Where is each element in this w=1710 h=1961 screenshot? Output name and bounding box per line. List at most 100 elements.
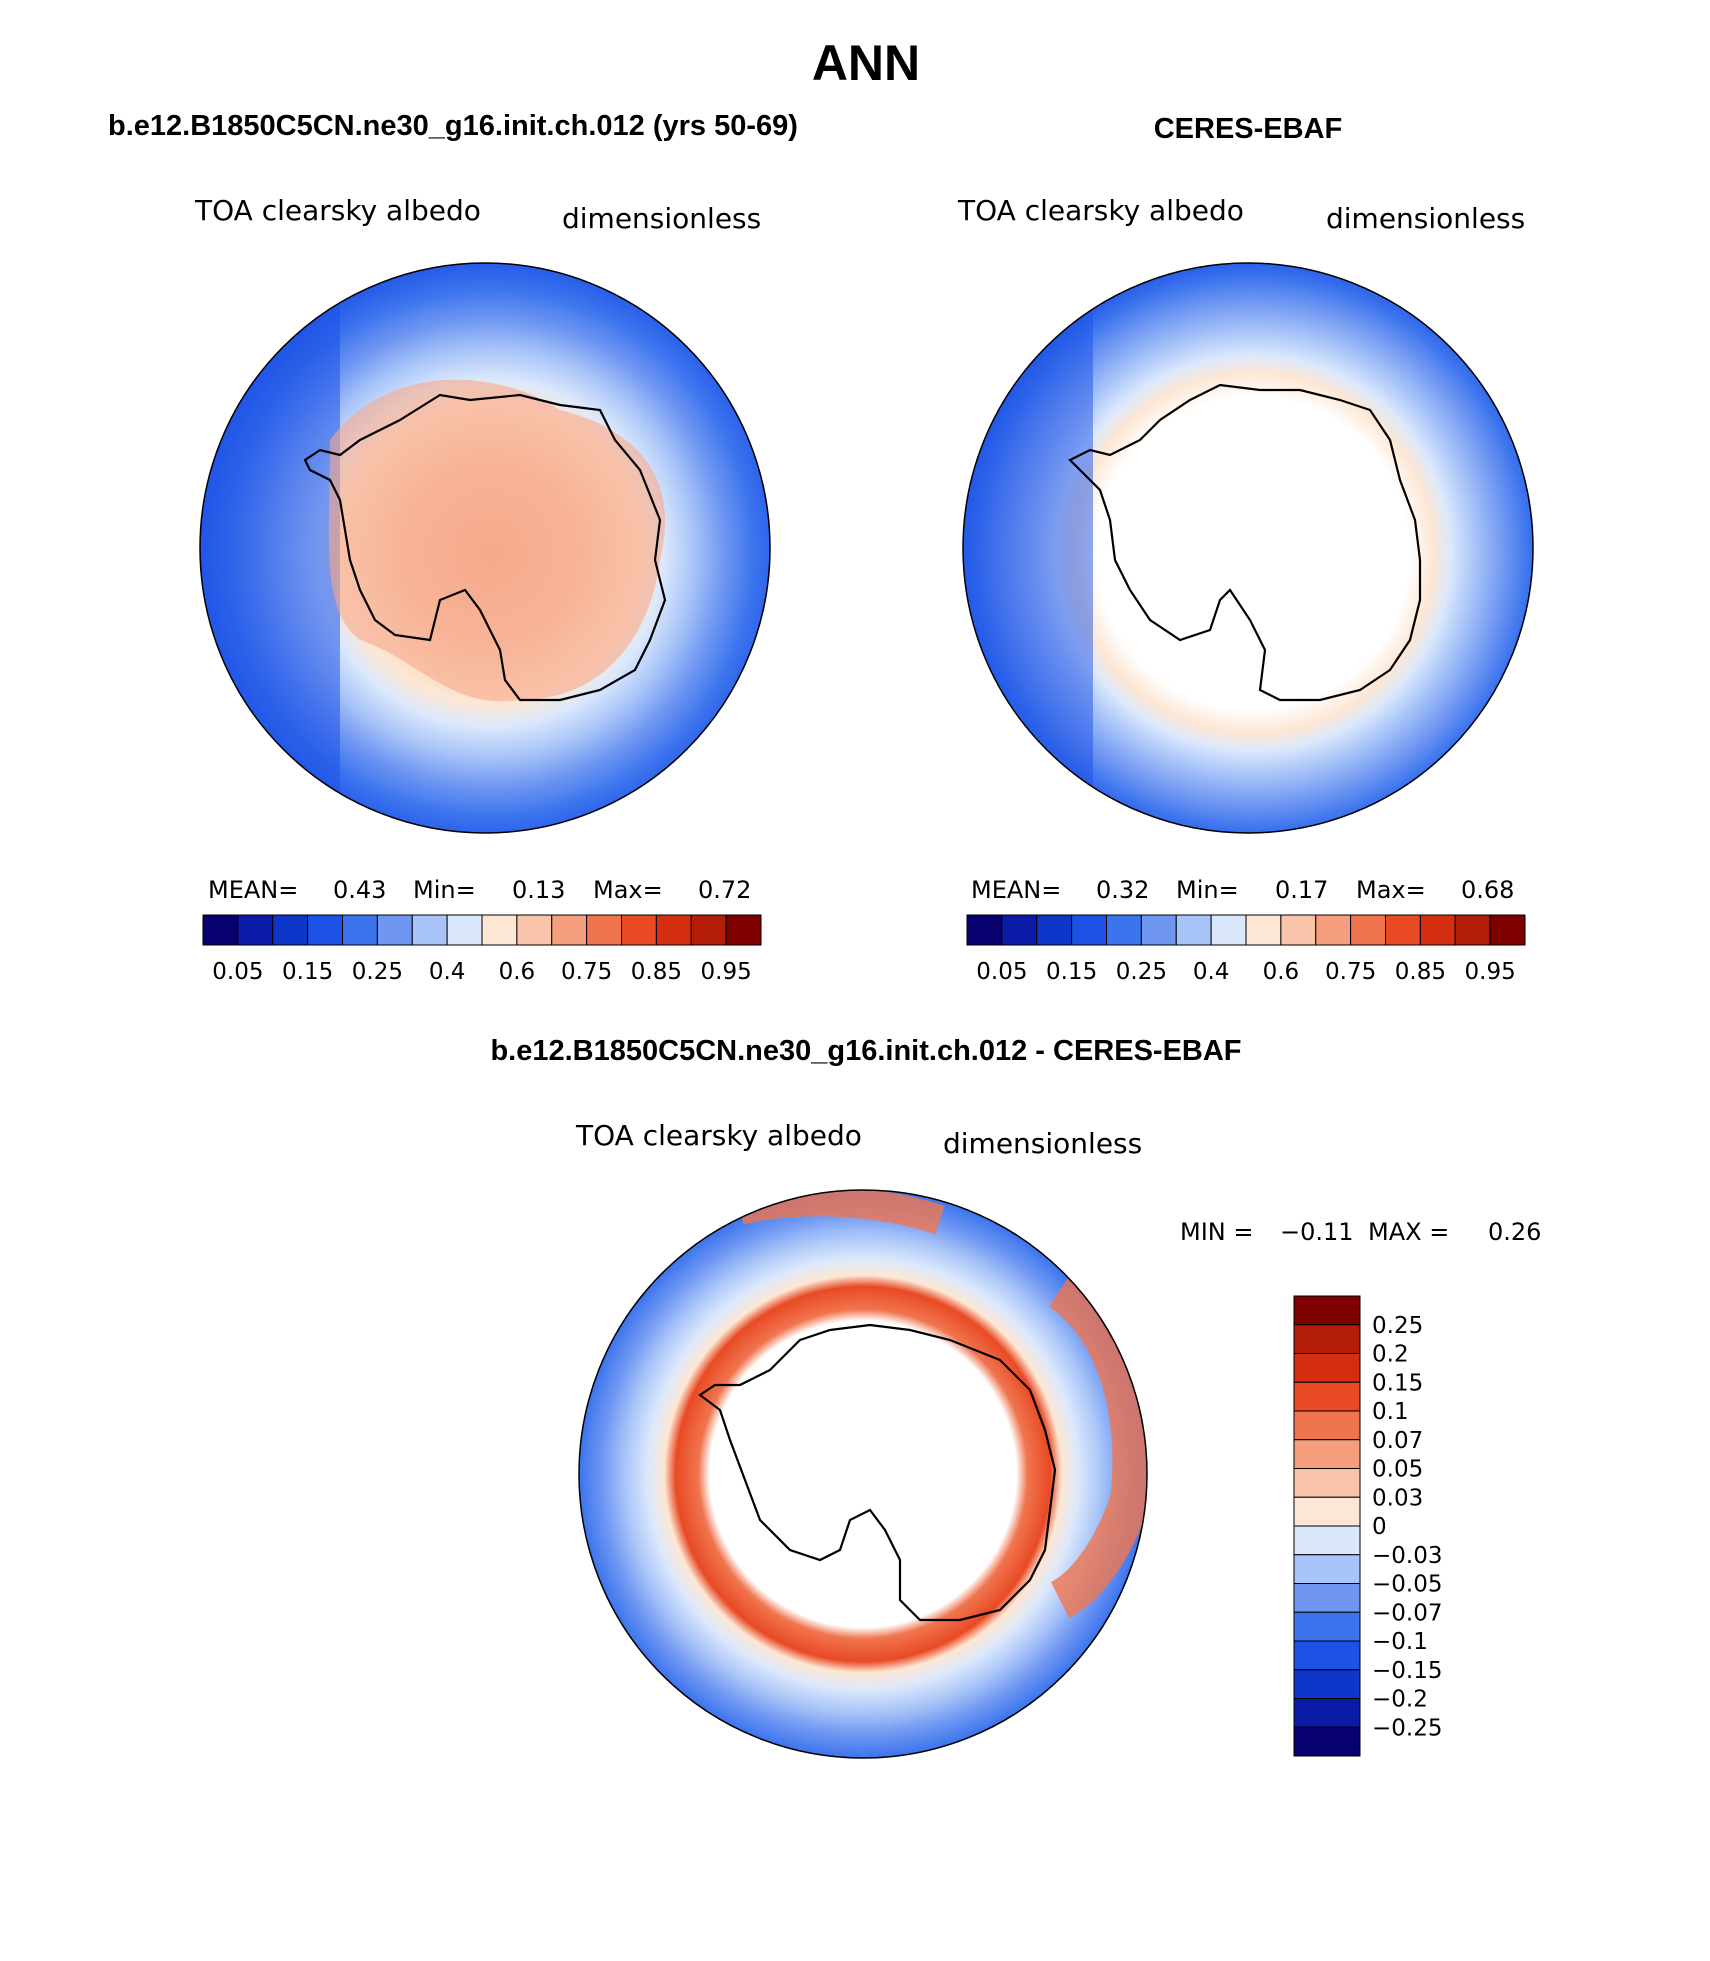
svg-text:Min=: Min= (1176, 876, 1239, 904)
svg-text:0.26: 0.26 (1488, 1218, 1541, 1246)
obs-colorbar-tick-label: 0.95 (1465, 959, 1516, 985)
model-colorbar-swatch (237, 914, 274, 946)
svg-text:0.68: 0.68 (1461, 876, 1514, 904)
diff-variable-label: TOA clearsky albedo (575, 1119, 862, 1152)
model-colorbar-tick-label: 0.6 (499, 959, 536, 985)
diff-colorbar-tick-label: 0.03 (1372, 1485, 1423, 1511)
diff-colorbar-swatch (1293, 1353, 1361, 1383)
obs-colorbar-swatch (1454, 914, 1491, 946)
obs-stats: MEAN= 0.32 Min= 0.17 Max= 0.68 (971, 876, 1514, 904)
obs-colorbar-swatch (1489, 914, 1526, 946)
model-colorbar-swatch (342, 914, 378, 946)
model-colorbar-swatch (376, 914, 413, 946)
diff-colorbar-tick-label: 0.2 (1372, 1342, 1409, 1368)
obs-colorbar-swatch (1315, 914, 1352, 946)
svg-text:MEAN=: MEAN= (208, 876, 298, 904)
diff-colorbar-swatch (1293, 1669, 1361, 1699)
diff-colorbar-swatch (1293, 1525, 1361, 1556)
svg-text:MEAN=: MEAN= (971, 876, 1061, 904)
diff-colorbar-swatch (1293, 1698, 1361, 1728)
model-colorbar: 0.05 0.15 0.25 0.4 0.6 0.75 0.85 0.95 (202, 914, 762, 985)
diff-stats: MIN = −0.11 MAX = 0.26 (1180, 1218, 1541, 1246)
diff-colorbar-swatch (1293, 1439, 1361, 1469)
model-colorbar-swatch (516, 914, 553, 946)
obs-colorbar-tick-label: 0.25 (1116, 959, 1167, 985)
obs-map (963, 263, 1533, 833)
obs-case-title: CERES-EBAF (1154, 113, 1343, 145)
diff-colorbar-swatch (1293, 1410, 1361, 1441)
model-colorbar-swatch (446, 914, 483, 946)
model-stats: MEAN= 0.43 Min= 0.13 Max= 0.72 (208, 876, 751, 904)
obs-colorbar-tick-label: 0.85 (1395, 959, 1446, 985)
diff-map (579, 1190, 1147, 1758)
model-colorbar-tick-label: 0.4 (429, 959, 466, 985)
diff-colorbar-tick-label: 0.05 (1372, 1457, 1423, 1483)
svg-text:Max=: Max= (593, 876, 663, 904)
diff-colorbar-swatch (1293, 1496, 1361, 1527)
svg-text:MIN =: MIN = (1180, 1218, 1253, 1246)
model-colorbar-tick-label: 0.95 (701, 959, 752, 985)
diff-colorbar-swatch (1293, 1640, 1361, 1671)
svg-text:0.17: 0.17 (1275, 876, 1328, 904)
diff-colorbar-tick-label: −0.2 (1372, 1687, 1428, 1713)
model-colorbar-swatch (481, 914, 518, 946)
model-colorbar-swatch (621, 914, 657, 946)
diff-colorbar-swatch (1293, 1381, 1361, 1412)
diff-colorbar-swatch (1293, 1726, 1361, 1757)
diff-colorbar-tick-label: −0.15 (1372, 1658, 1442, 1684)
diff-colorbar-tick-label: 0.15 (1372, 1370, 1423, 1396)
model-case-title: b.e12.B1850C5CN.ne30_g16.init.ch.012 (yr… (108, 110, 798, 142)
diff-colorbar-tick-label: 0 (1372, 1514, 1387, 1540)
model-colorbar-swatch (551, 914, 588, 946)
season-title: ANN (812, 35, 920, 91)
diff-units-label: dimensionless (943, 1127, 1142, 1160)
obs-colorbar-swatch (966, 914, 1003, 946)
svg-text:Min=: Min= (413, 876, 476, 904)
obs-colorbar-tick-label: 0.4 (1193, 959, 1230, 985)
obs-colorbar-swatch (1001, 914, 1038, 946)
diff-colorbar-swatch (1293, 1611, 1361, 1642)
diff-colorbar-swatch (1293, 1295, 1361, 1326)
model-colorbar-swatch (690, 914, 727, 946)
obs-colorbar-swatch (1245, 914, 1282, 946)
obs-colorbar: 0.05 0.15 0.25 0.4 0.6 0.75 0.85 0.95 (966, 914, 1526, 985)
model-units-label: dimensionless (562, 202, 761, 235)
diff-colorbar-tick-label: −0.03 (1372, 1543, 1442, 1569)
diff-colorbar: 0.250.20.150.10.070.050.030−0.03−0.05−0.… (1293, 1295, 1442, 1757)
obs-colorbar-tick-label: 0.6 (1263, 959, 1300, 985)
obs-colorbar-swatch (1140, 914, 1177, 946)
svg-text:0.13: 0.13 (512, 876, 565, 904)
obs-colorbar-swatch (1036, 914, 1073, 946)
obs-colorbar-swatch (1350, 914, 1386, 946)
diff-case-title: b.e12.B1850C5CN.ne30_g16.init.ch.012 - C… (490, 1035, 1241, 1067)
svg-text:0.72: 0.72 (698, 876, 751, 904)
model-colorbar-tick-label: 0.75 (561, 959, 612, 985)
model-colorbar-swatch (411, 914, 448, 946)
model-colorbar-swatch (272, 914, 309, 946)
obs-colorbar-swatch (1210, 914, 1247, 946)
svg-text:MAX =: MAX = (1368, 1218, 1449, 1246)
model-variable-label: TOA clearsky albedo (194, 194, 481, 227)
obs-units-label: dimensionless (1326, 202, 1525, 235)
model-colorbar-swatch (586, 914, 622, 946)
obs-colorbar-swatch (1175, 914, 1212, 946)
model-colorbar-swatch (307, 914, 343, 946)
obs-colorbar-swatch (1385, 914, 1421, 946)
diff-colorbar-swatch (1293, 1583, 1361, 1613)
diff-colorbar-tick-label: −0.05 (1372, 1572, 1442, 1598)
model-colorbar-swatch (655, 914, 692, 946)
svg-text:Max=: Max= (1356, 876, 1426, 904)
diff-colorbar-tick-label: 0.25 (1372, 1313, 1423, 1339)
diff-colorbar-tick-label: −0.25 (1372, 1715, 1442, 1741)
model-colorbar-swatch (725, 914, 762, 946)
model-map (200, 263, 770, 833)
obs-colorbar-swatch (1280, 914, 1317, 946)
obs-colorbar-tick-label: 0.05 (976, 959, 1027, 985)
svg-text:0.32: 0.32 (1096, 876, 1149, 904)
obs-variable-label: TOA clearsky albedo (957, 194, 1244, 227)
diff-colorbar-tick-label: 0.1 (1372, 1399, 1409, 1425)
obs-colorbar-tick-label: 0.15 (1046, 959, 1097, 985)
obs-colorbar-swatch (1106, 914, 1142, 946)
diff-colorbar-tick-label: −0.1 (1372, 1629, 1428, 1655)
